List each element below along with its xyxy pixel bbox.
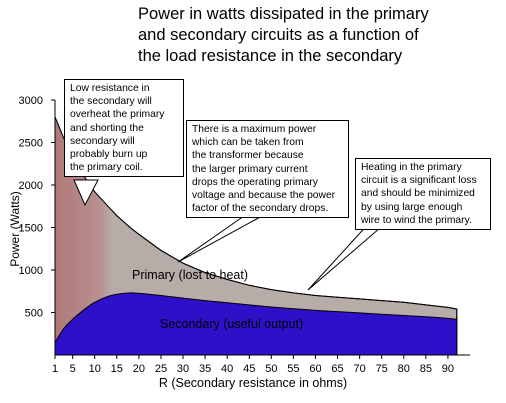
x-axis-label: R (Secondary resistance in ohms) [158, 376, 348, 390]
x-tick-label: 50 [265, 363, 277, 375]
annotation-max-power: There is a maximum power which can be ta… [186, 120, 349, 219]
annotation-line: and should be minimized [361, 188, 475, 200]
annotation-heating: Heating in the primary circuit is a sign… [355, 158, 491, 231]
annotation-line: Low resistance in [70, 83, 150, 94]
x-tick-label: 40 [221, 363, 233, 375]
x-tick-label: 55 [287, 363, 299, 375]
x-tick-label: 35 [199, 363, 211, 375]
y-tick-label: 2000 [19, 180, 43, 192]
annotation-low-resistance-pointer [73, 179, 99, 207]
annotation-line: the larger primary current [192, 163, 308, 175]
x-tick-label: 30 [177, 363, 189, 375]
x-tick-label: 60 [309, 363, 321, 375]
annotation-line: by using large enough [361, 201, 463, 213]
annotation-line: and shorting the [70, 122, 144, 134]
title-line: and secondary circuits as a function of [138, 26, 419, 44]
annotation-low-resistance: Low resistance in the secondary will ove… [64, 79, 184, 178]
annotation-line: which can be taken from [192, 137, 304, 149]
x-tick-label: 85 [420, 363, 432, 375]
annotation-line: secondary will [70, 135, 135, 147]
y-tick-label: 1500 [19, 223, 43, 235]
primary-series-label: Primary (lost to heat) [132, 268, 249, 282]
annotation-line: wire to wind the primary. [361, 214, 472, 226]
x-tick-label: 15 [111, 363, 123, 375]
annotation-line: voltage and because the power [192, 190, 336, 202]
annotation-line: the secondary will [70, 96, 152, 108]
annotation-max-power-pointer [177, 215, 263, 263]
x-tick-label: 65 [331, 363, 343, 375]
x-tick-label: 20 [133, 363, 145, 375]
x-tick-label: 1 [52, 363, 58, 375]
annotation-line: the transformer because [192, 150, 304, 162]
y-tick-label: 1000 [19, 265, 43, 277]
y-axis-label: Power (Watts) [8, 191, 22, 267]
x-tick-label: 70 [354, 363, 366, 375]
secondary-series-label: Secondary (useful output) [160, 317, 304, 331]
y-tick-label: 3000 [19, 95, 43, 107]
chart-title: Power in watts dissipated in the primary… [138, 4, 438, 67]
annotation-line: circuit is a significant loss [361, 175, 477, 187]
x-tick-label: 80 [398, 363, 410, 375]
x-tick-label: 10 [89, 363, 101, 375]
annotation-line: probably burn up [70, 149, 148, 161]
x-tick-label: 75 [376, 363, 388, 375]
annotation-line: There is a maximum power [192, 124, 317, 135]
y-tick-label: 500 [25, 308, 43, 320]
title-line: Power in watts dissipated in the primary [138, 5, 429, 23]
x-tick-label: 90 [442, 363, 454, 375]
annotation-line: the primary coil. [70, 162, 143, 174]
title-line: the load resistance in the secondary [138, 47, 403, 65]
annotation-line: factor of the secondary drops. [192, 203, 329, 215]
x-tick-label: 5 [70, 363, 76, 375]
y-tick-label: 2500 [19, 138, 43, 150]
annotation-line: Heating in the primary [361, 162, 462, 173]
secondary-area [54, 292, 458, 356]
annotation-line: drops the operating primary [192, 176, 318, 188]
annotation-line: overheat the primary [70, 109, 165, 121]
x-tick-label: 25 [155, 363, 167, 375]
x-tick-label: 45 [243, 363, 255, 375]
